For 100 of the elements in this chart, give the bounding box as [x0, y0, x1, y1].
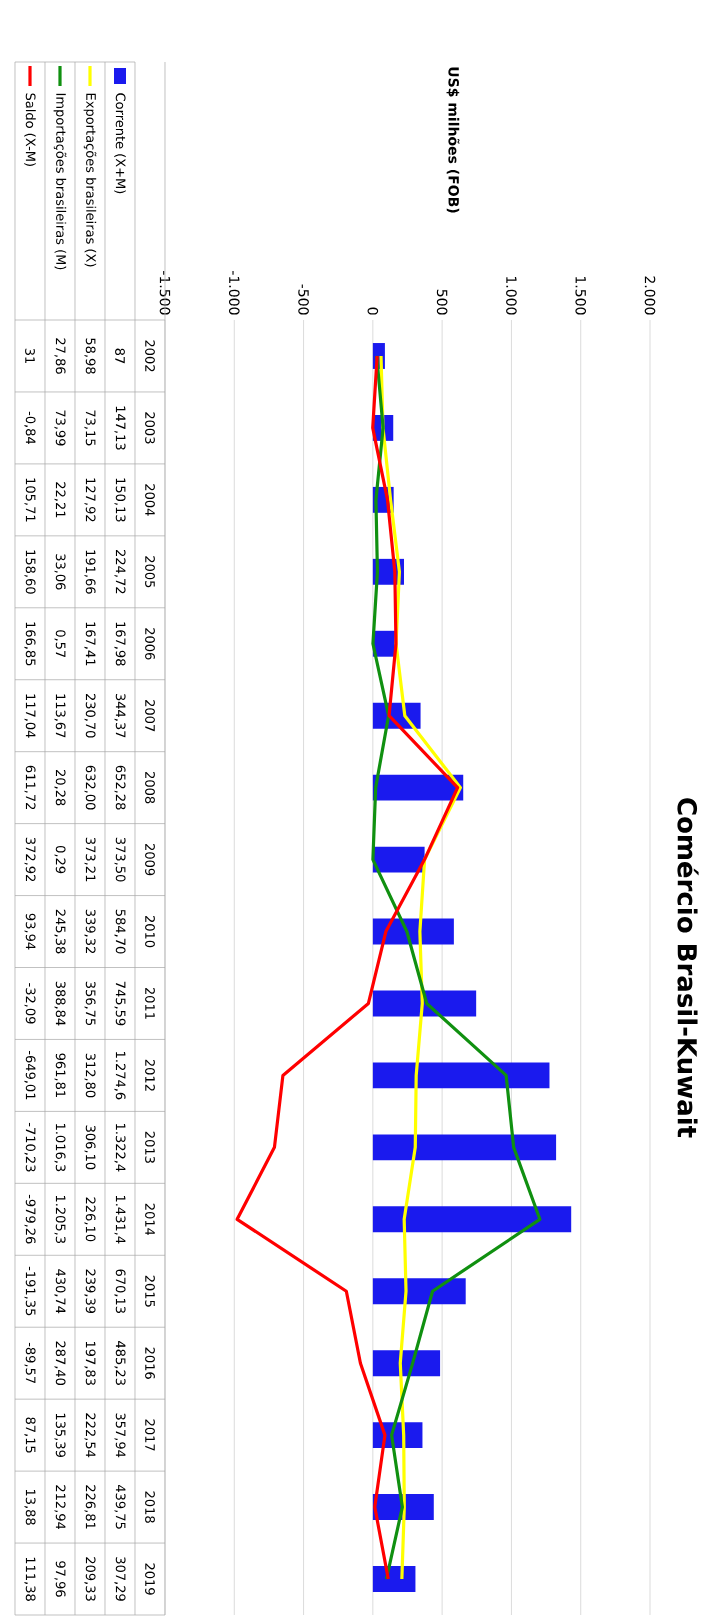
data-label: 307,29 [114, 1557, 126, 1601]
y-tick-label: 2006 [145, 628, 155, 660]
data-label: 245,38 [54, 909, 66, 954]
data-label: 652,28 [114, 765, 126, 810]
data-label: 73,99 [54, 410, 66, 446]
data-label: 1.322,4 [114, 1123, 126, 1172]
data-label: 197,83 [84, 1341, 96, 1385]
y-tick-label: 2019 [145, 1563, 155, 1595]
data-label: 230,70 [84, 693, 96, 738]
data-label: 745,59 [114, 981, 126, 1026]
data-label: 167,98 [114, 622, 126, 666]
x-tick-label: 1.000 [506, 276, 517, 315]
data-label: 13,88 [24, 1489, 36, 1525]
y-tick-label: 2014 [145, 1203, 155, 1236]
bar [372, 1062, 550, 1089]
data-label: 1.431,4 [114, 1195, 126, 1244]
y-tick-label: 2017 [145, 1419, 155, 1451]
data-label: 27,86 [54, 338, 66, 374]
y-tick-label: 2015 [145, 1275, 155, 1307]
data-label: 111,38 [24, 1557, 36, 1601]
data-label: 430,74 [54, 1269, 66, 1314]
x-tick-label: -1.000 [228, 271, 240, 315]
data-label: 191,66 [84, 550, 96, 594]
data-label: 356,75 [84, 981, 96, 1026]
y-tick-label: 2004 [145, 484, 155, 516]
x-tick-label: 0 [367, 307, 379, 315]
y-tick-label: 2003 [145, 412, 155, 444]
data-label: 1.205,3 [54, 1195, 66, 1244]
data-label: 224,72 [114, 550, 126, 594]
text: US$ milhões (FOB) [446, 67, 460, 213]
x-tick-label: 2.000 [644, 276, 656, 315]
data-label: 147,13 [114, 406, 126, 450]
data-label: 357,94 [114, 1413, 126, 1458]
data-label: 344,37 [114, 693, 126, 738]
data-label: 166,85 [24, 622, 36, 666]
data-label: 632,00 [84, 765, 96, 810]
data-label: 87 [115, 348, 125, 364]
data-label: -649,01 [24, 1050, 36, 1100]
data-label: 373,50 [114, 837, 126, 882]
legend-label: Corrente (X+M) [114, 93, 126, 194]
data-label: 97,96 [54, 1561, 66, 1597]
data-label: 584,70 [114, 909, 126, 954]
data-label: 158,60 [24, 550, 36, 594]
data-label: 93,94 [24, 913, 36, 950]
data-label: 226,10 [84, 1197, 96, 1242]
x-tick-label: 500 [436, 289, 448, 315]
data-label: 212,94 [54, 1485, 66, 1530]
legend-label: Saldo (X-M) [24, 93, 36, 166]
data-label: 239,39 [84, 1269, 96, 1314]
data-label: -710,23 [24, 1122, 36, 1172]
data-label: 226,81 [84, 1485, 96, 1529]
data-label: -0,84 [24, 411, 36, 445]
data-label: 0,29 [54, 845, 66, 874]
data-label: 1.274,6 [114, 1052, 126, 1100]
data-label: 485,23 [114, 1341, 126, 1385]
bar [372, 1134, 557, 1161]
data-label: 339,32 [84, 909, 96, 953]
bar [372, 1350, 441, 1377]
data-label: 306,10 [84, 1125, 96, 1170]
data-label: 1.016,3 [54, 1123, 66, 1172]
y-tick-label: 2012 [145, 1059, 155, 1091]
y-tick-label: 2016 [145, 1347, 155, 1379]
data-label: 222,54 [84, 1413, 96, 1458]
legend-label: Importações brasileiras (M) [53, 93, 67, 270]
data-label: -89,57 [24, 1342, 36, 1384]
data-label: 287,40 [54, 1341, 66, 1386]
x-tick-label: -1.500 [159, 271, 171, 315]
bar [372, 990, 477, 1017]
x-tick-label: -500 [298, 284, 309, 315]
data-label: -979,26 [24, 1194, 36, 1244]
y-tick-label: 2007 [145, 700, 155, 732]
data-label: 388,84 [54, 981, 66, 1026]
data-label: 611,72 [24, 765, 36, 810]
text: Comércio Brasil-Kuwait [677, 798, 699, 1138]
data-label: 961,81 [54, 1053, 66, 1097]
data-label: 372,92 [24, 837, 36, 882]
y-tick-label: 2010 [145, 915, 155, 948]
y-tick-label: 2002 [145, 340, 155, 372]
y-tick-label: 2008 [145, 772, 155, 804]
data-label: 150,13 [114, 478, 126, 522]
data-label: 20,28 [54, 770, 66, 806]
data-label: 167,41 [84, 622, 96, 666]
data-label: 22,21 [54, 482, 66, 518]
data-label: 373,21 [84, 837, 96, 882]
legend-label: Exportações brasileiras (X) [83, 93, 97, 267]
x-tick-label: 1.500 [575, 276, 587, 315]
data-label: 73,15 [84, 410, 96, 446]
data-label: 33,06 [54, 554, 66, 590]
data-label: 127,92 [84, 478, 96, 522]
data-label: -191,35 [24, 1266, 36, 1316]
data-label: 670,13 [114, 1269, 126, 1313]
data-label: 135,39 [54, 1413, 66, 1457]
y-tick-label: 2013 [145, 1131, 155, 1163]
data-label: 209,33 [84, 1557, 96, 1601]
y-tick-label: 2011 [145, 987, 155, 1019]
y-tick-label: 2005 [145, 556, 155, 588]
data-label: 105,71 [24, 478, 36, 522]
data-label: 312,80 [84, 1053, 96, 1098]
y-tick-label: 2018 [145, 1491, 155, 1523]
data-label: 31 [25, 348, 35, 364]
